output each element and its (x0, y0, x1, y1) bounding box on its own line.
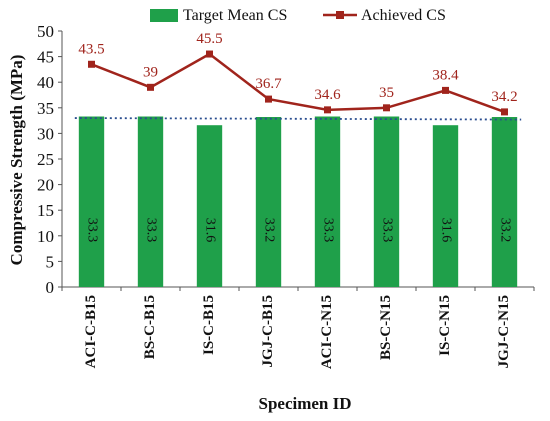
x-tick-label: BS-C-N15 (378, 295, 394, 360)
bar-value-label: 33.2 (261, 218, 276, 243)
y-tick-label: 20 (37, 176, 54, 195)
bar (432, 125, 459, 287)
y-tick-label: 40 (37, 73, 54, 92)
bar (255, 117, 282, 288)
y-tick-label: 50 (37, 22, 54, 41)
line-marker (383, 104, 390, 112)
x-tick-label: JGJ-C-N15 (496, 295, 512, 368)
line-value-label: 34.6 (314, 87, 341, 103)
y-tick-label: 30 (37, 124, 54, 143)
line-marker (265, 95, 272, 103)
y-tick-label: 35 (37, 99, 54, 118)
bar-value-label: 33.3 (379, 218, 394, 243)
bar (78, 116, 105, 287)
line-value-label: 36.7 (255, 76, 282, 92)
x-tick-label: IS-C-B15 (201, 295, 217, 355)
bar (373, 116, 400, 287)
bar-value-label: 33.3 (84, 218, 99, 243)
y-tick-label: 45 (37, 48, 54, 67)
achieved-line (91, 52, 505, 114)
plot-area: 0 5 10 15 20 25 30 35 40 45 50 33.3 33.3 31.6 33.2 33.3… (37, 22, 535, 369)
line-marker (324, 106, 331, 114)
legend-label-bar: Target Mean CS (183, 7, 287, 24)
bar-value-label: 33.2 (497, 218, 512, 243)
line-marker (501, 108, 508, 116)
line-value-label: 43.5 (78, 41, 104, 57)
x-axis-title: Specimen ID (258, 394, 351, 413)
bar-value-label: 33.3 (320, 218, 335, 243)
line-marker (88, 60, 95, 68)
line-value-label: 34.2 (491, 89, 517, 105)
y-tick-label: 0 (46, 278, 55, 297)
line-value-label: 38.4 (432, 67, 459, 83)
bar (196, 125, 223, 287)
y-tick-label: 15 (37, 201, 54, 220)
legend-swatch-bar (150, 9, 178, 22)
x-tick-label: BS-C-B15 (142, 295, 158, 359)
y-tick-label: 10 (37, 227, 54, 246)
x-tick-label: ACI-C-B15 (83, 295, 99, 368)
trendline (74, 117, 522, 121)
line-value-label: 39 (143, 64, 158, 80)
line-marker (206, 50, 213, 58)
bar (491, 117, 518, 288)
x-tick-label: ACI-C-N15 (319, 295, 335, 369)
x-tick-label: IS-C-N15 (437, 295, 453, 356)
legend-label-line: Achieved CS (361, 7, 446, 24)
y-tick-label: 25 (37, 150, 54, 169)
line-value-label: 45.5 (196, 31, 222, 47)
bar (314, 116, 341, 287)
line-marker (147, 83, 154, 91)
x-tick-label: JGJ-C-B15 (260, 295, 276, 368)
line-value-label: 35 (379, 85, 394, 101)
y-tick-label: 5 (46, 252, 55, 271)
y-axis-title: Compressive Strength (MPa) (7, 55, 26, 266)
bar-value-label: 33.3 (143, 218, 158, 243)
legend: Target Mean CS Achieved CS (150, 7, 446, 24)
bar (137, 116, 164, 287)
line-marker (442, 86, 449, 94)
bar-value-label: 31.6 (438, 218, 453, 243)
legend-swatch-marker (336, 11, 344, 19)
bar-value-label: 31.6 (202, 218, 217, 243)
